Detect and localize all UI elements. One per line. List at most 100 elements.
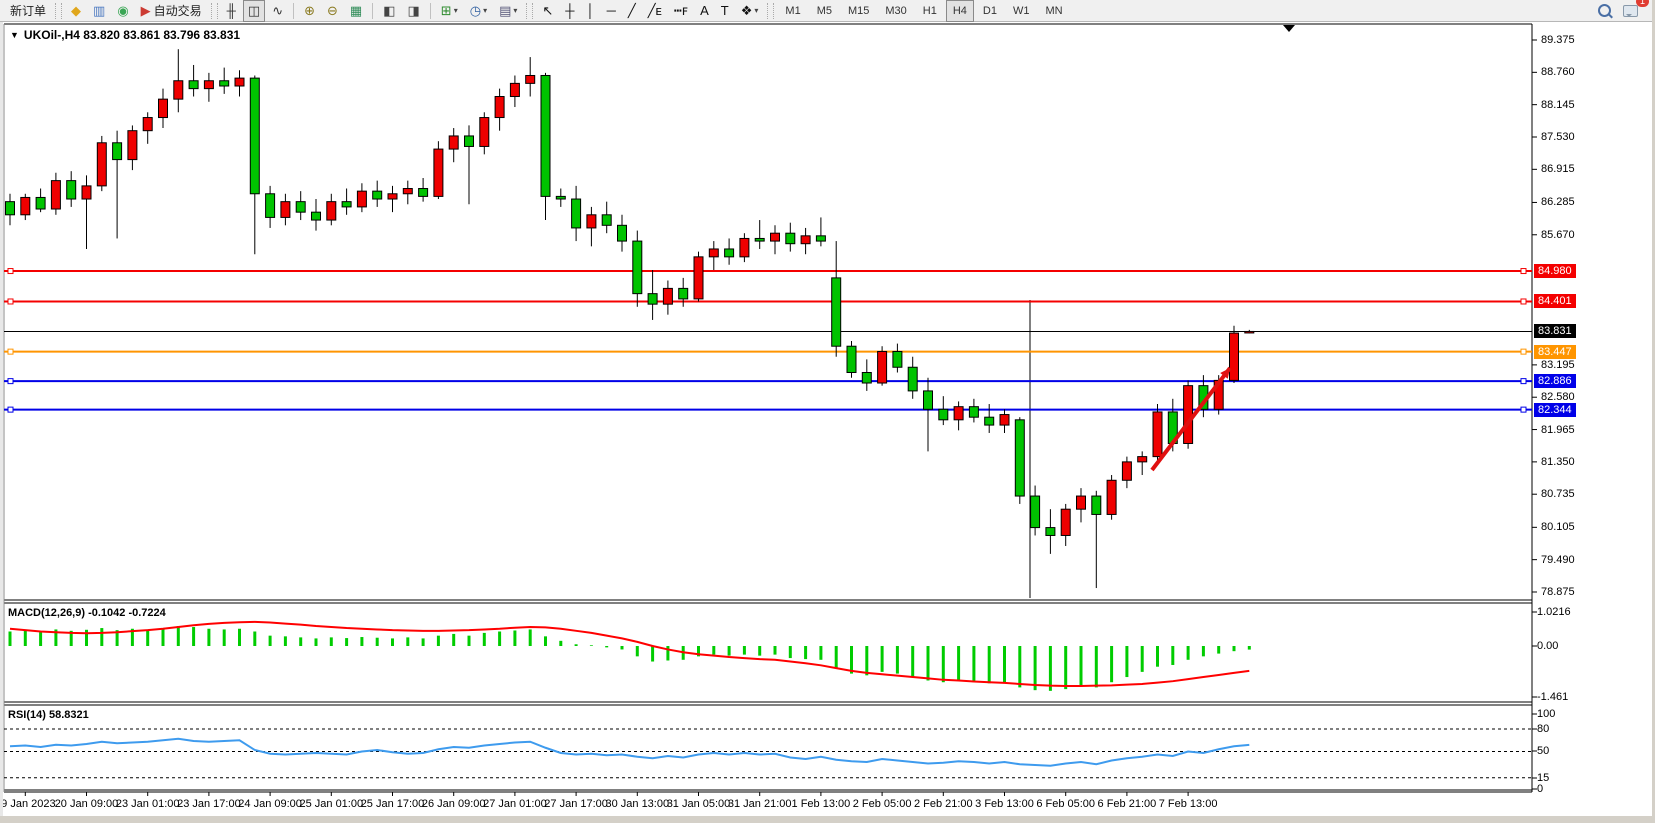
time-axis-label: 25 Jan 01:00 [299,798,364,810]
price-axis-tick: 82.580 [1541,391,1575,404]
equidistant-channel-icon[interactable]: ╱ᴇ [643,0,667,22]
chart-dropdown-icon[interactable]: ▼ [10,30,19,40]
text-tool-icon: A [700,3,709,18]
dropdown-arrow-icon[interactable]: ▾ [453,6,458,15]
dropdown-arrow-icon[interactable]: ▾ [483,6,488,15]
charts-profile-icon[interactable]: ◆ [66,0,86,22]
dropdown-arrow-icon[interactable]: ▾ [513,6,518,15]
zoom-in-icon[interactable]: ⊕ [299,0,320,22]
auto-scroll-icon[interactable]: ◧ [378,0,400,22]
text-tool-icon[interactable]: A [695,0,714,22]
window-left-edge [0,22,3,816]
price-axis-tick: 83.195 [1541,358,1575,371]
chat-bubble-icon [1623,4,1638,17]
candlestick-chart-type-icon[interactable]: ◫ [242,0,266,22]
timeframe-button-m30[interactable]: M30 [885,4,907,17]
templates-icon[interactable]: ▤ ▾ [494,0,522,22]
macd-name: MACD(12,26,9) [8,607,86,619]
new-order-button[interactable]: 新订单 [5,0,51,22]
timeframe-button-d1[interactable]: D1 [982,4,997,17]
tile-windows-icon: ▦ [349,3,363,18]
price-axis-tick: 81.965 [1541,423,1575,436]
timeframe-button-m1[interactable]: M1 [785,4,801,17]
timeframe-button-h4[interactable]: H4 [945,0,974,22]
macd-values: -0.1042 -0.7224 [88,607,166,619]
price-level-badge: 82.886 [1534,374,1576,389]
candlestick-chart-canvas[interactable] [0,22,1655,823]
vertical-line-tool-icon[interactable]: │ [582,0,600,22]
periods-icon: ◷ [469,3,482,18]
timeframe-button-m15[interactable]: M15 [847,4,870,17]
time-axis-label: 2 Feb 21:00 [913,798,973,810]
timeframe-button-h1[interactable]: H1 [922,4,937,17]
zoom-out-icon: ⊖ [327,3,338,18]
macd-axis-tick: -1.461 [1537,691,1569,703]
macd-axis-tick: 0.00 [1537,640,1559,652]
crosshair-icon[interactable]: ┼ [560,0,579,22]
price-axis-tick: 80.105 [1541,521,1575,534]
periods-icon[interactable]: ◷ ▾ [465,0,492,22]
zoom-out-icon[interactable]: ⊖ [322,0,343,22]
text-label-tool-icon: T [720,3,729,18]
toolbar-buttons: 新订单 ◆ ▥ ◉ ▶ 自动交易 ╫ ◫ ∿ ⊕ ⊖ ▦ ◧ ◨ ⊞ ▾ ◷ ▾ ▤ ▾ ↖ ┼ │ ─ ╱ ╱ᴇ ┅ꜰ A T ❖ ▾ [4,0,777,22]
timeframe-button-mn[interactable]: MN [1045,4,1063,17]
notifications-button[interactable]: 1 [1618,0,1649,22]
notification-badge: 1 [1636,0,1649,7]
time-axis-label: 7 Feb 13:00 [1158,798,1218,810]
signals-icon[interactable]: ◉ [112,0,133,22]
price-axis-tick: 89.375 [1541,34,1575,46]
macd-axis-tick: 1.0216 [1537,606,1571,618]
price-level-badge: 84.401 [1534,294,1576,309]
chart-window[interactable]: ▼ UKOil-,H4 83.820 83.861 83.796 83.831 … [0,22,1655,823]
new-order-button-label: 新订单 [10,4,47,18]
auto-scroll-icon: ◧ [383,3,396,18]
cursor-icon[interactable]: ↖ [537,0,558,22]
arrows-tool-icon[interactable]: ❖ ▾ [736,0,764,22]
trendline-tool-icon: ╱ [627,3,636,18]
price-level-badge: 83.447 [1534,344,1576,359]
trendline-tool-icon[interactable]: ╱ [623,0,641,22]
autotrading-button[interactable]: ▶ 自动交易 [136,0,207,22]
timeframe-button-m5[interactable]: M5 [816,4,832,17]
text-label-tool-icon[interactable]: T [716,0,734,22]
dropdown-arrow-icon[interactable]: ▾ [754,6,759,15]
rsi-axis-tick: 80 [1537,723,1550,735]
tile-windows-icon[interactable]: ▦ [345,0,367,22]
time-axis-label: 27 Jan 01:00 [483,798,547,810]
rsi-axis-tick: 0 [1537,783,1544,795]
vertical-line-tool-icon: │ [586,3,595,18]
fibonacci-icon[interactable]: ┅ꜰ [669,0,693,22]
chart-shift-icon[interactable]: ◨ [403,0,425,22]
search-icon [1598,4,1611,17]
price-axis-tick: 88.145 [1541,98,1575,111]
chart-shift-icon: ◨ [407,3,420,18]
timeframe-button-w1[interactable]: W1 [1012,4,1030,17]
fibonacci-icon: ┅ꜰ [673,3,689,18]
bar-chart-type-icon[interactable]: ╫ [222,0,241,22]
time-axis-label: 2 Feb 05:00 [852,798,912,810]
toolbar-grip [55,2,63,19]
add-indicator-icon: ⊞ [440,3,452,18]
price-level-badge: 82.344 [1534,402,1576,417]
add-indicator-icon[interactable]: ⊞ ▾ [436,0,463,22]
line-chart-type-icon[interactable]: ∿ [267,0,288,22]
time-axis-label: 23 Jan 01:00 [115,798,180,810]
price-axis-tick: 79.490 [1541,553,1575,566]
time-axis-label: 30 Jan 13:00 [605,798,670,810]
search-button[interactable] [1593,0,1616,22]
time-axis-label: 1 Feb 13:00 [791,798,851,810]
rsi-axis-tick: 100 [1537,708,1556,720]
price-axis-tick: 78.875 [1541,585,1575,598]
time-axis-label: 31 Jan 21:00 [727,798,792,810]
rsi-value: 58.8321 [48,709,89,721]
data-window-icon[interactable]: ▥ [88,0,110,22]
horizontal-line-tool-icon[interactable]: ─ [602,0,621,22]
macd-indicator-label: MACD(12,26,9) -0.1042 -0.7224 [8,607,166,619]
price-axis-tick: 80.735 [1541,488,1575,501]
crosshair-icon: ┼ [565,3,575,18]
bar-chart-type-icon: ╫ [226,3,236,18]
arrows-tool-icon: ❖ [740,3,753,18]
signals-icon: ◉ [117,3,129,18]
toolbar-grip [767,2,775,19]
rsi-axis-tick: 50 [1537,745,1550,757]
